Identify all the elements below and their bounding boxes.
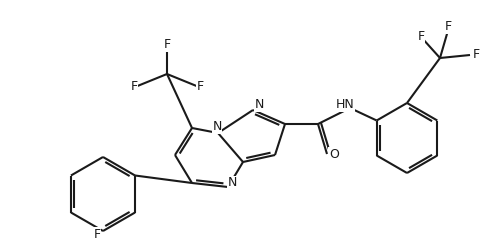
Text: N: N bbox=[227, 176, 237, 190]
Text: F: F bbox=[197, 80, 203, 93]
Text: O: O bbox=[329, 147, 339, 161]
Text: F: F bbox=[417, 29, 425, 43]
Text: HN: HN bbox=[336, 99, 354, 111]
Text: N: N bbox=[212, 120, 222, 134]
Text: F: F bbox=[94, 228, 100, 240]
Text: F: F bbox=[445, 20, 451, 34]
Text: N: N bbox=[254, 99, 264, 111]
Text: F: F bbox=[131, 80, 138, 93]
Text: F: F bbox=[472, 48, 480, 61]
Text: F: F bbox=[163, 39, 171, 51]
